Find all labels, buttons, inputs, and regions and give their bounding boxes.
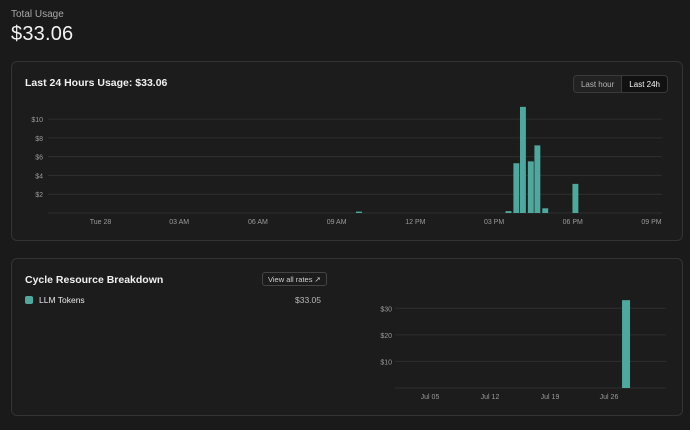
y-tick-label: $8 <box>35 136 43 143</box>
usage-bar <box>519 106 526 213</box>
usage-bar <box>513 163 520 213</box>
x-tick-label: 09 PM <box>641 219 661 226</box>
total-usage-value: $33.06 <box>11 23 74 45</box>
hourly-usage-chart: $2 $4 $6 $8 $10 Tue 28 03 AM 06 AM 09 AM 12 PM 03 … <box>31 106 662 226</box>
resource-value: $33.05 <box>295 295 321 305</box>
usage-bar <box>355 211 362 213</box>
y-tick-label: $10 <box>380 359 392 366</box>
y-tick-label: $30 <box>380 306 392 313</box>
resource-name: LLM Tokens <box>39 295 85 305</box>
usage-bar <box>534 145 541 213</box>
x-tick-label: Jul 12 <box>481 394 500 401</box>
toggle-last-24h[interactable]: Last 24h <box>621 76 667 92</box>
x-tick-label: Jul 05 <box>421 394 440 401</box>
x-tick-label: Jul 26 <box>600 394 619 401</box>
breakdown-card-title: Cycle Resource Breakdown <box>25 274 164 286</box>
x-tick-label: 09 AM <box>327 219 347 226</box>
total-usage-label: Total Usage <box>11 9 64 20</box>
x-tick-label: Tue 28 <box>90 219 112 226</box>
x-tick-label: 06 AM <box>248 219 268 226</box>
usage-bar <box>622 300 631 388</box>
x-tick-label: 12 PM <box>405 219 425 226</box>
breakdown-card: Cycle Resource Breakdown View all rates … <box>11 258 683 416</box>
usage-bar <box>505 211 512 213</box>
y-tick-label: $6 <box>35 155 43 162</box>
usage-bar <box>527 161 534 213</box>
arrow-up-right-icon: ↗ <box>314 274 321 284</box>
x-tick-label: 03 AM <box>169 219 189 226</box>
usage-bar <box>572 183 579 213</box>
view-all-rates-button[interactable]: View all rates ↗ <box>262 272 327 286</box>
y-tick-label: $4 <box>35 173 43 180</box>
view-all-rates-label: View all rates <box>268 274 313 284</box>
resource-row-llm-tokens: LLM Tokens $33.05 <box>25 295 321 305</box>
x-tick-label: Jul 19 <box>541 394 560 401</box>
usage-bar <box>542 208 549 213</box>
daily-usage-chart: $10 $20 $30 Jul 05 Jul 12 Jul 19 Jul 26 <box>380 300 666 401</box>
x-tick-label: 03 PM <box>484 219 504 226</box>
resource-color-swatch <box>25 296 33 304</box>
usage-card-title: Last 24 Hours Usage: $33.06 <box>25 77 168 89</box>
x-tick-label: 06 PM <box>563 219 583 226</box>
usage-card: Last 24 Hours Usage: $33.06 Last hour La… <box>11 61 683 241</box>
range-toggle: Last hour Last 24h <box>572 75 668 93</box>
y-tick-label: $2 <box>35 192 43 199</box>
toggle-last-hour[interactable]: Last hour <box>580 79 615 89</box>
y-tick-label: $10 <box>31 117 43 124</box>
y-tick-label: $20 <box>380 333 392 340</box>
